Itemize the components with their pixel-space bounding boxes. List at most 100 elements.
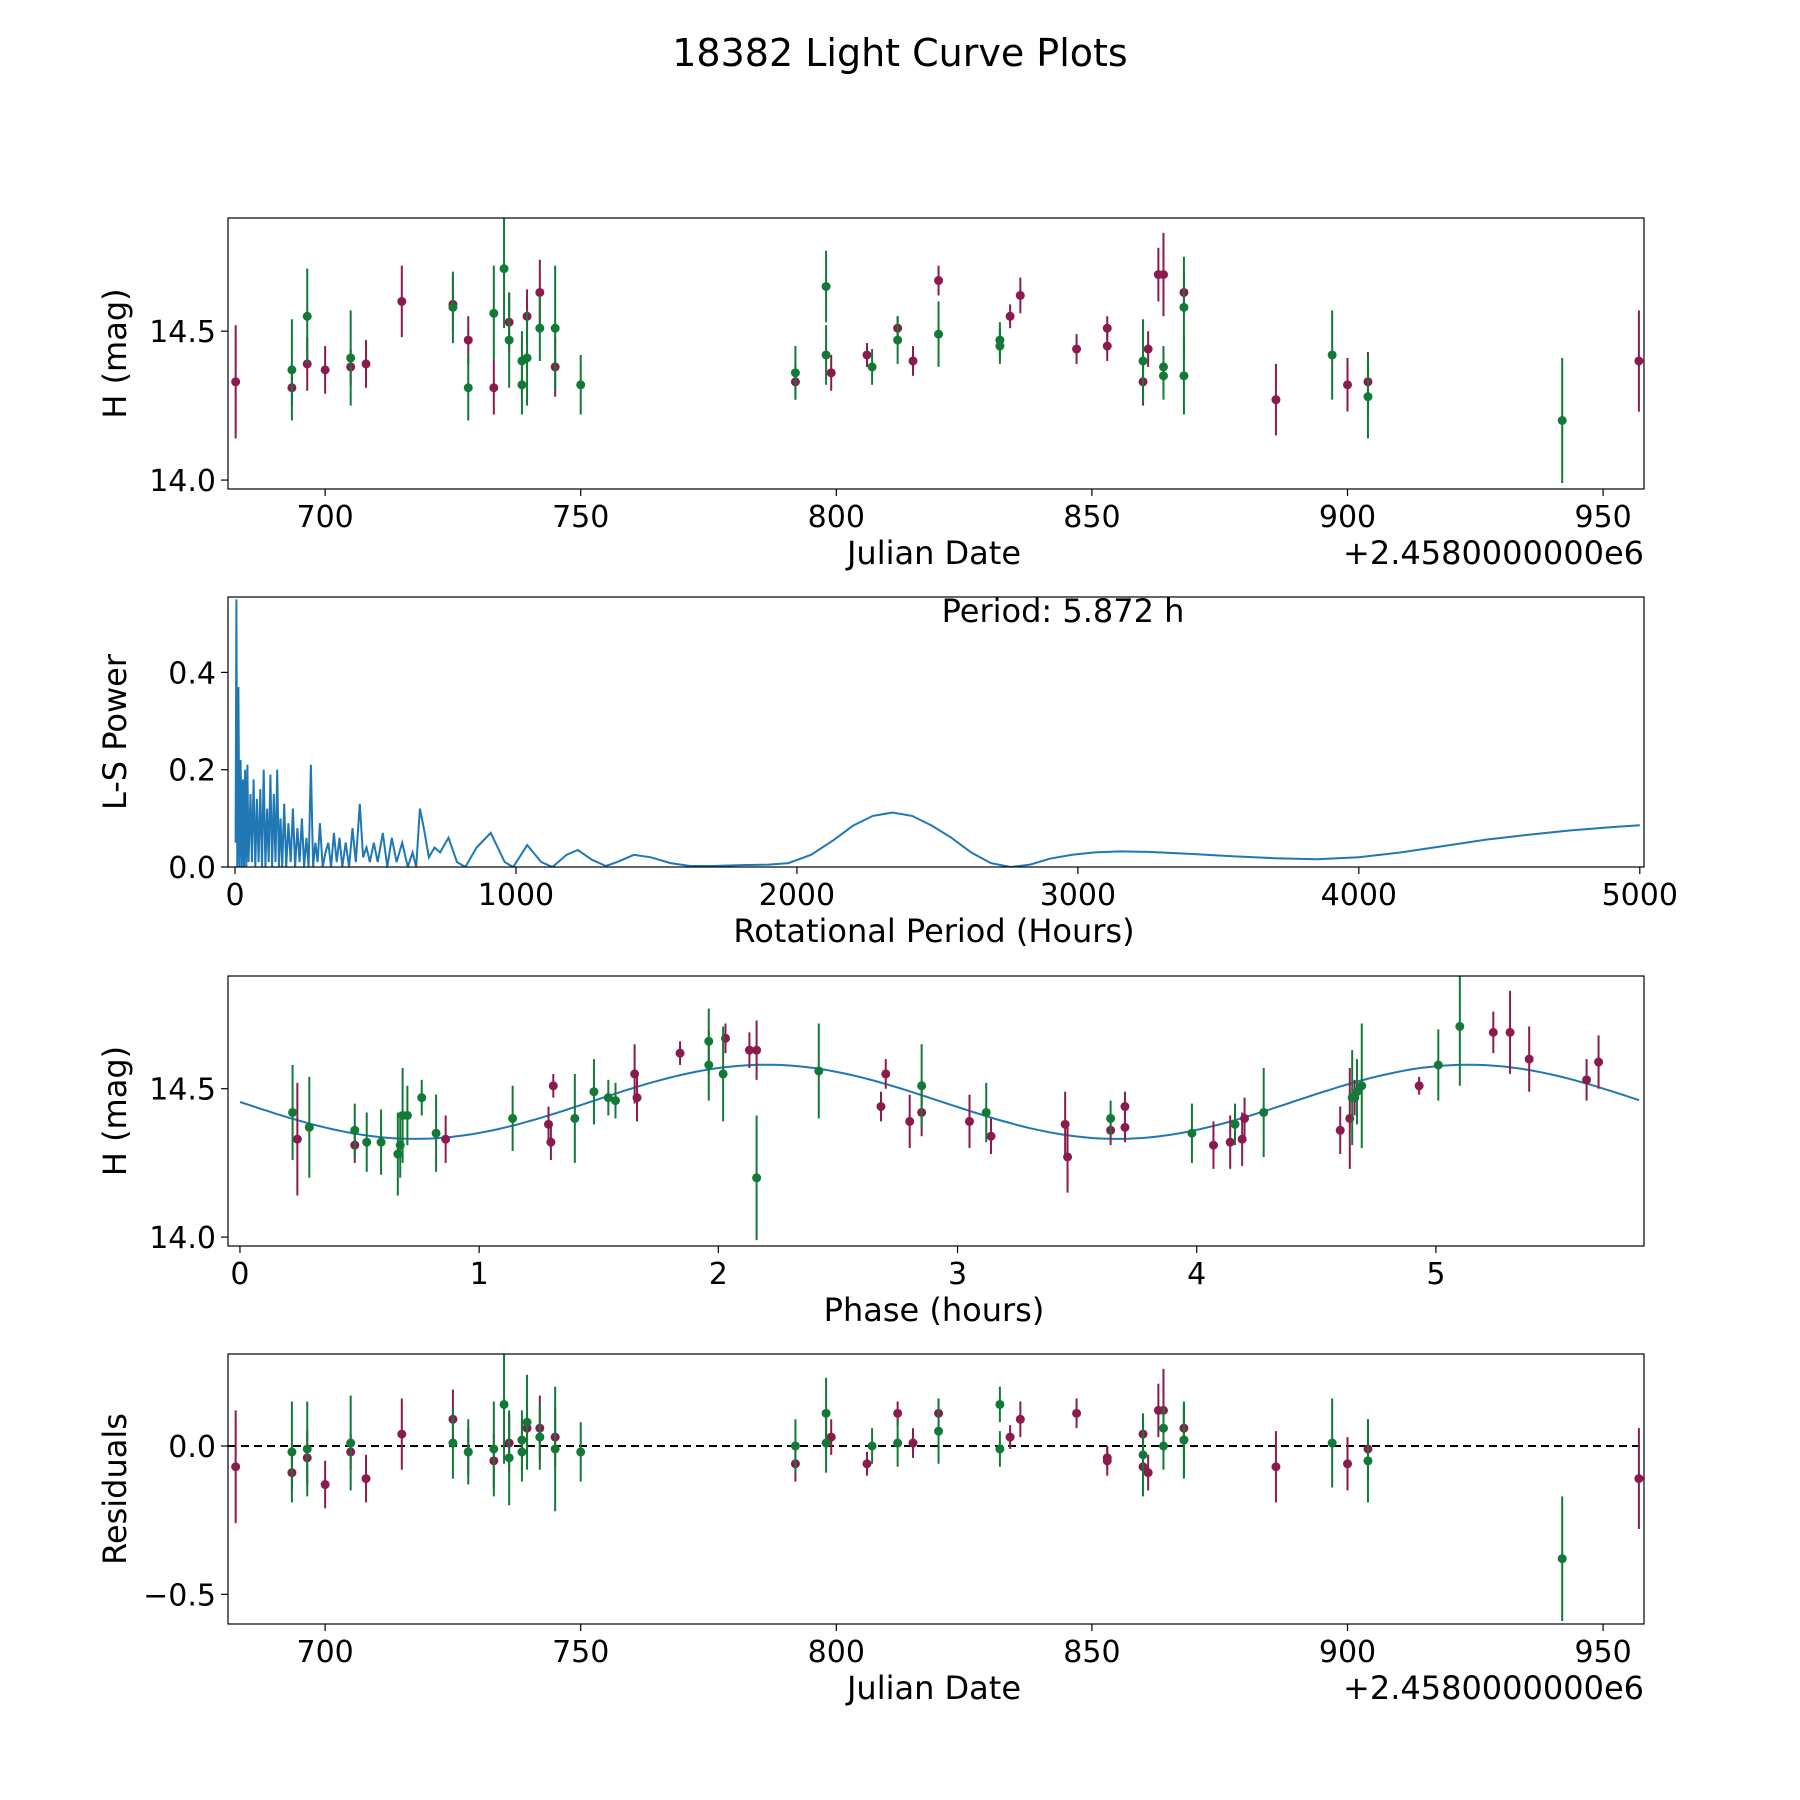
x-tick-label: 750 [552, 1635, 609, 1670]
green-data-point [287, 365, 297, 375]
x-tick-label: 700 [296, 500, 353, 535]
red-data-point [1271, 395, 1281, 405]
green-data-point [1138, 356, 1148, 366]
x-tick-label: 2000 [759, 878, 835, 913]
x-tick-label: 3000 [1040, 878, 1116, 913]
red-data-point [1005, 1432, 1015, 1442]
residuals-panel: 700 750 800 850 900 950 −0.5 0.0 Julian Date Resi… [96, 1353, 1645, 1707]
green-data-point [489, 1444, 499, 1454]
green-data-point [499, 264, 509, 274]
red-data-point [1208, 1140, 1218, 1150]
green-data-point [934, 1426, 944, 1436]
residuals-axes-frame [227, 1353, 1645, 1625]
green-data-point [522, 1417, 532, 1427]
green-data-point [1455, 1021, 1465, 1031]
periodogram-plot-area [234, 599, 1640, 867]
red-data-point [1102, 1453, 1112, 1463]
y-axis-label: H (mag) [96, 1046, 134, 1176]
green-data-point [1557, 416, 1567, 426]
green-data-point [499, 1399, 509, 1409]
light-curve-panel: 700 750 800 850 900 950 14.0 14.5 Julian Date H (… [96, 217, 1645, 572]
red-data-point [1505, 1027, 1515, 1037]
red-data-point [320, 1480, 330, 1490]
y-tick-label: 0.2 [168, 754, 216, 789]
red-data-point [876, 1102, 886, 1112]
green-data-point [893, 335, 903, 345]
green-data-point [302, 1444, 312, 1454]
red-data-point [1225, 1137, 1235, 1147]
green-data-point [1327, 1438, 1337, 1448]
green-data-point [867, 1441, 877, 1451]
x-tick-label: 0 [230, 1257, 249, 1292]
red-data-point [1143, 344, 1153, 354]
green-data-point [981, 1107, 991, 1117]
x-offset-label: +2.4580000000e6 [1343, 534, 1644, 572]
green-data-point [1557, 1554, 1567, 1564]
green-data-point [535, 1432, 545, 1442]
green-data-point [589, 1087, 599, 1097]
red-data-point [1634, 1474, 1644, 1484]
y-tick-label: −0.5 [143, 1578, 216, 1613]
green-data-point [1158, 1423, 1168, 1433]
green-data-point [893, 1438, 903, 1448]
residuals-plot-area [228, 1354, 1644, 1622]
x-tick-label: 850 [1063, 1635, 1120, 1670]
model-curve [239, 1063, 1640, 1140]
red-data-point [1102, 323, 1112, 333]
x-tick-label: 5000 [1602, 878, 1678, 913]
periodogram-panel: 0 1000 2000 3000 4000 5000 0.0 0.2 0.4 Rotational… [96, 592, 1678, 950]
red-data-point [1271, 1462, 1281, 1472]
light-curve-plot-area [231, 218, 1644, 484]
x-tick-label: 700 [296, 1635, 353, 1670]
red-data-point [546, 1137, 556, 1147]
x-tick-label: 950 [1574, 500, 1631, 535]
green-data-point [448, 302, 458, 312]
y-tick-label: 14.0 [149, 464, 216, 499]
green-data-point [1106, 1113, 1116, 1123]
green-data-point [448, 1438, 458, 1448]
red-data-point [320, 365, 330, 375]
red-data-point [548, 1081, 558, 1091]
red-data-point [908, 1438, 918, 1448]
red-data-point [752, 1045, 762, 1055]
green-data-point [504, 1453, 514, 1463]
red-data-point [986, 1131, 996, 1141]
green-data-point [934, 329, 944, 339]
green-data-point [376, 1137, 386, 1147]
green-data-point [489, 308, 499, 318]
green-data-point [1138, 1450, 1148, 1460]
red-data-point [1594, 1057, 1604, 1067]
red-data-point [1015, 290, 1025, 300]
green-data-point [704, 1060, 714, 1070]
red-data-point [1414, 1081, 1424, 1091]
green-data-point [1363, 1456, 1373, 1466]
green-data-point [995, 335, 1005, 345]
green-data-point [821, 350, 831, 360]
green-data-point [304, 1122, 314, 1132]
green-data-point [576, 380, 586, 390]
green-data-point [1179, 371, 1189, 381]
green-data-point [508, 1113, 518, 1123]
x-axis-label: Rotational Period (Hours) [733, 912, 1134, 950]
green-data-point [522, 353, 532, 363]
green-data-point [995, 1399, 1005, 1409]
green-data-point [790, 368, 800, 378]
red-data-point [908, 356, 918, 366]
red-data-point [1524, 1054, 1534, 1064]
green-data-point [1433, 1060, 1443, 1070]
green-data-point [550, 1444, 560, 1454]
green-data-point [350, 1125, 360, 1135]
red-data-point [1240, 1113, 1250, 1123]
red-data-point [292, 1134, 302, 1144]
green-data-point [431, 1128, 441, 1138]
y-tick-label: 14.0 [149, 1221, 216, 1256]
red-data-point [934, 276, 944, 286]
x-offset-label: +2.4580000000e6 [1343, 1669, 1644, 1707]
green-data-point [570, 1113, 580, 1123]
red-data-point [1072, 1408, 1082, 1418]
red-data-point [862, 1459, 872, 1469]
x-tick-label: 3 [948, 1257, 967, 1292]
red-data-point [1143, 1468, 1153, 1478]
green-data-point [814, 1066, 824, 1076]
